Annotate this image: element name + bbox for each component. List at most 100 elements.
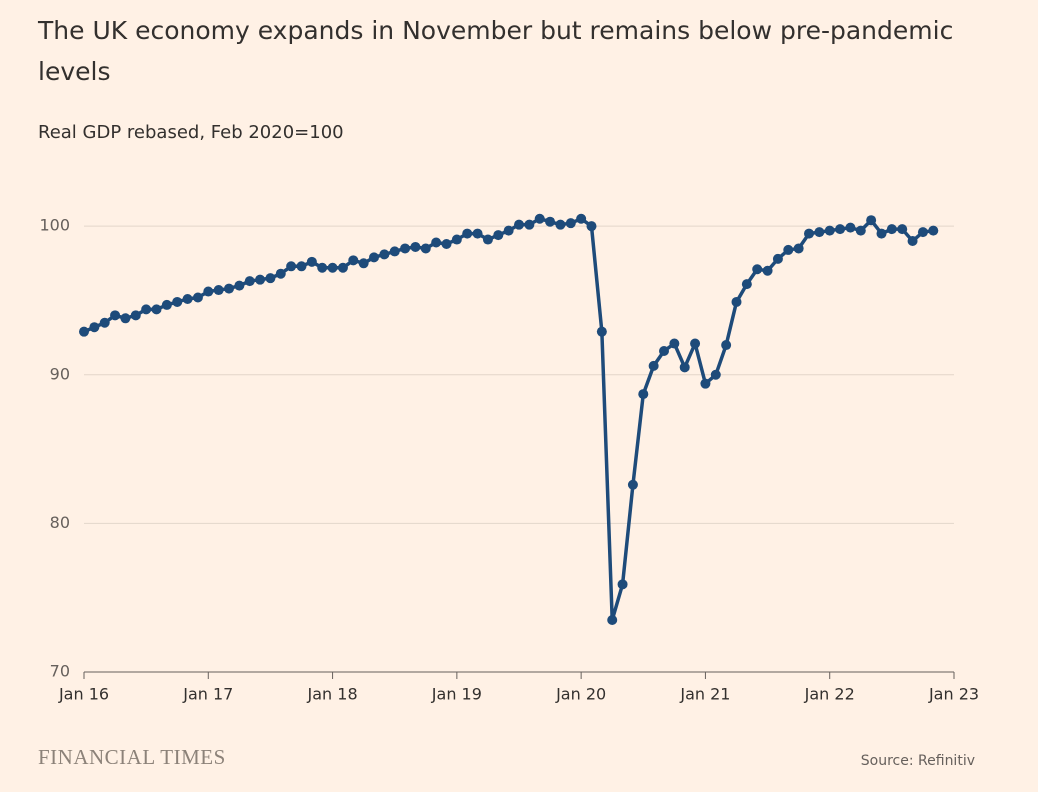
point [679,362,690,373]
point [700,378,711,389]
y-tick-label: 100 [39,216,70,235]
point [306,256,317,267]
point [576,213,587,224]
point [462,228,473,239]
point [855,225,866,236]
point [120,313,131,324]
x-tick-label: Jan 22 [804,685,855,704]
point [79,326,89,337]
point [493,230,504,241]
point [110,310,121,321]
point [482,234,493,245]
point [472,228,483,239]
point [420,243,431,254]
point [886,224,897,235]
x-tick-label: Jan 20 [555,685,606,704]
point [555,219,566,230]
point [772,253,783,264]
point [441,238,452,249]
point [814,227,825,238]
point [627,479,638,490]
point [762,265,773,276]
point [917,227,928,238]
point [244,276,255,287]
point [265,273,276,284]
x-tick-label: Jan 21 [679,685,730,704]
y-tick-label: 80 [50,513,70,532]
point [524,219,535,230]
point [586,221,597,232]
point [224,283,234,294]
point [379,249,390,260]
point [731,296,742,307]
point [89,322,100,333]
point [358,258,369,269]
chart-title-line2: levels [38,57,110,86]
chart-subtitle: Real GDP rebased, Feb 2020=100 [38,122,344,143]
point [514,219,524,230]
point [690,338,701,349]
point [141,304,152,315]
point [648,360,659,371]
point [234,280,245,291]
point [617,579,628,590]
point [172,296,183,307]
point [192,292,203,303]
x-tick-label: Jan 23 [928,685,979,704]
point [130,310,141,321]
point [928,225,939,236]
y-tick-label: 90 [50,364,70,383]
point [369,252,379,263]
point [286,261,297,272]
point [534,213,545,224]
point [545,216,556,227]
point [410,241,421,252]
point [203,286,214,297]
point [400,243,411,254]
point [897,224,908,235]
point [182,293,193,304]
point [752,264,763,275]
point [255,274,266,285]
point [876,228,887,239]
point [296,261,307,272]
x-tick-label: Jan 16 [58,685,109,704]
point [348,255,359,266]
point [596,326,607,337]
point [503,225,514,236]
point [669,338,680,349]
point [638,389,649,400]
brand: FINANCIAL TIMES [38,745,226,769]
point [327,262,338,273]
point [151,304,162,315]
point [431,237,442,248]
point [804,228,814,239]
source: Source: Refinitiv [861,753,975,769]
x-tick-label: Jan 17 [182,685,233,704]
point [835,224,846,235]
x-tick-label: Jan 18 [307,685,358,704]
point [161,299,172,310]
point [451,234,462,245]
x-tick-label: Jan 19 [431,685,482,704]
chart-title-line1: The UK economy expands in November but r… [37,16,953,45]
point [741,279,752,290]
point [783,244,794,255]
point [659,345,669,356]
point [907,236,918,247]
point [845,222,856,233]
point [721,340,732,351]
point [337,262,348,273]
point [99,317,110,328]
line [83,216,934,622]
y-tick-label: 70 [50,662,70,681]
point [607,614,618,625]
point [213,285,224,296]
point [565,218,576,229]
point [275,268,286,279]
point [389,246,400,257]
point [317,262,328,273]
point [793,243,804,254]
point [710,369,721,380]
